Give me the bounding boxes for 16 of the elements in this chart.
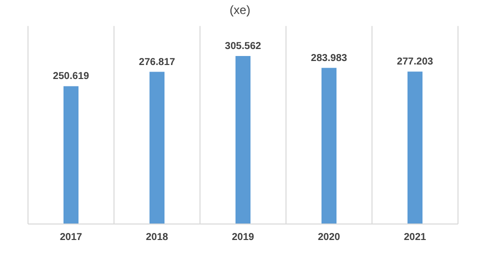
x-tick-label: 2020	[318, 232, 341, 243]
x-tick-label: 2017	[60, 232, 83, 243]
data-label: 277.203	[396, 56, 434, 68]
bar	[64, 86, 78, 224]
bar	[150, 72, 164, 224]
data-label: 305.562	[224, 41, 262, 52]
x-tick-label: 2018	[146, 232, 169, 243]
chart-title: (xe)	[230, 3, 250, 17]
bar	[322, 68, 336, 224]
bar	[236, 56, 250, 224]
data-label: 276.817	[138, 56, 176, 68]
data-label: 250.619	[52, 71, 90, 82]
bar	[408, 72, 422, 224]
x-tick-label: 2021	[404, 232, 427, 243]
x-tick-label: 2019	[232, 232, 255, 243]
data-label: 283.983	[310, 52, 348, 64]
